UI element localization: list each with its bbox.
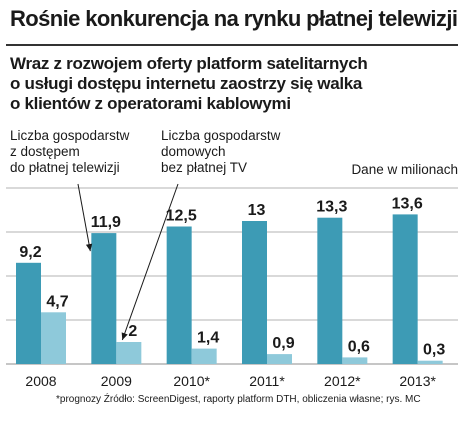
bar-series-1 (317, 217, 343, 364)
title-divider (6, 44, 458, 46)
data-label-series-1: 11,9 (91, 214, 121, 231)
bar-series-1 (166, 226, 192, 364)
chart-subtitle: Wraz z rozwojem oferty platform satelita… (10, 54, 450, 114)
data-label-series-2: 0,3 (423, 342, 445, 359)
x-tick-label: 2010* (173, 373, 210, 389)
bar-series-2 (116, 342, 142, 364)
data-label-series-2: 1,4 (197, 330, 219, 347)
subtitle-line-2: o usługi dostępu internetu zaostrzy się … (10, 74, 363, 93)
data-label-series-1: 13,3 (316, 199, 347, 216)
data-label-series-2: 0,9 (272, 335, 294, 352)
bar-series-2 (41, 312, 66, 364)
legend-series-2-line-3: bez płatnej TV (161, 160, 248, 175)
data-label-series-2: 4,7 (46, 293, 68, 310)
leader-arrow-series-1 (85, 243, 93, 252)
leader-line-series-2 (121, 183, 179, 341)
x-tick-label: 2013* (399, 373, 436, 389)
x-tick-label: 2009 (101, 373, 132, 389)
leader-line-series-1 (77, 183, 91, 252)
bar-series-1 (16, 262, 41, 364)
subtitle-line-1: Wraz z rozwojem oferty platform satelita… (10, 54, 368, 73)
unit-label: Dane w milionach (351, 162, 458, 177)
data-label-series-2: 2 (128, 323, 137, 340)
legend-series-2: Liczba gospodarstw domowych bez płatnej … (161, 128, 280, 176)
x-tick-label: 2012* (324, 373, 361, 389)
bar-series-1 (392, 214, 418, 364)
data-label-series-1: 13,6 (392, 195, 423, 212)
bar-series-2 (191, 348, 217, 364)
subtitle-line-3: o klientów z operatorami kablowymi (10, 94, 291, 113)
footnote: *prognozy Źródło: ScreenDigest, raporty … (56, 394, 421, 405)
data-label-series-1: 13 (248, 202, 266, 219)
bar-series-2 (342, 357, 368, 364)
x-tick-label: 2008 (25, 373, 56, 389)
data-label-series-1: 9,2 (19, 244, 41, 261)
legend-series-1-line-1: Liczba gospodarstw (10, 128, 130, 143)
legend-series-1-line-3: do płatnej telewizji (10, 160, 120, 175)
chart-title: Rośnie konkurencja na rynku płatnej tele… (10, 6, 458, 31)
data-label-series-2: 0,6 (348, 338, 370, 355)
legend-series-1-line-2: z dostępem (10, 144, 80, 159)
leader-arrow-series-2 (121, 332, 128, 340)
bar-series-1 (91, 233, 117, 364)
legend-series-2-line-1: Liczba gospodarstw (161, 128, 281, 143)
x-tick-label: 2011* (249, 373, 285, 389)
bar-series-1 (242, 221, 267, 364)
data-label-series-1: 12,5 (166, 208, 197, 225)
legend-series-2-line-2: domowych (161, 144, 226, 159)
bar-series-2 (417, 360, 443, 364)
bar-series-2 (267, 354, 292, 364)
legend-series-1: Liczba gospodarstw z dostępem do płatnej… (10, 128, 129, 176)
